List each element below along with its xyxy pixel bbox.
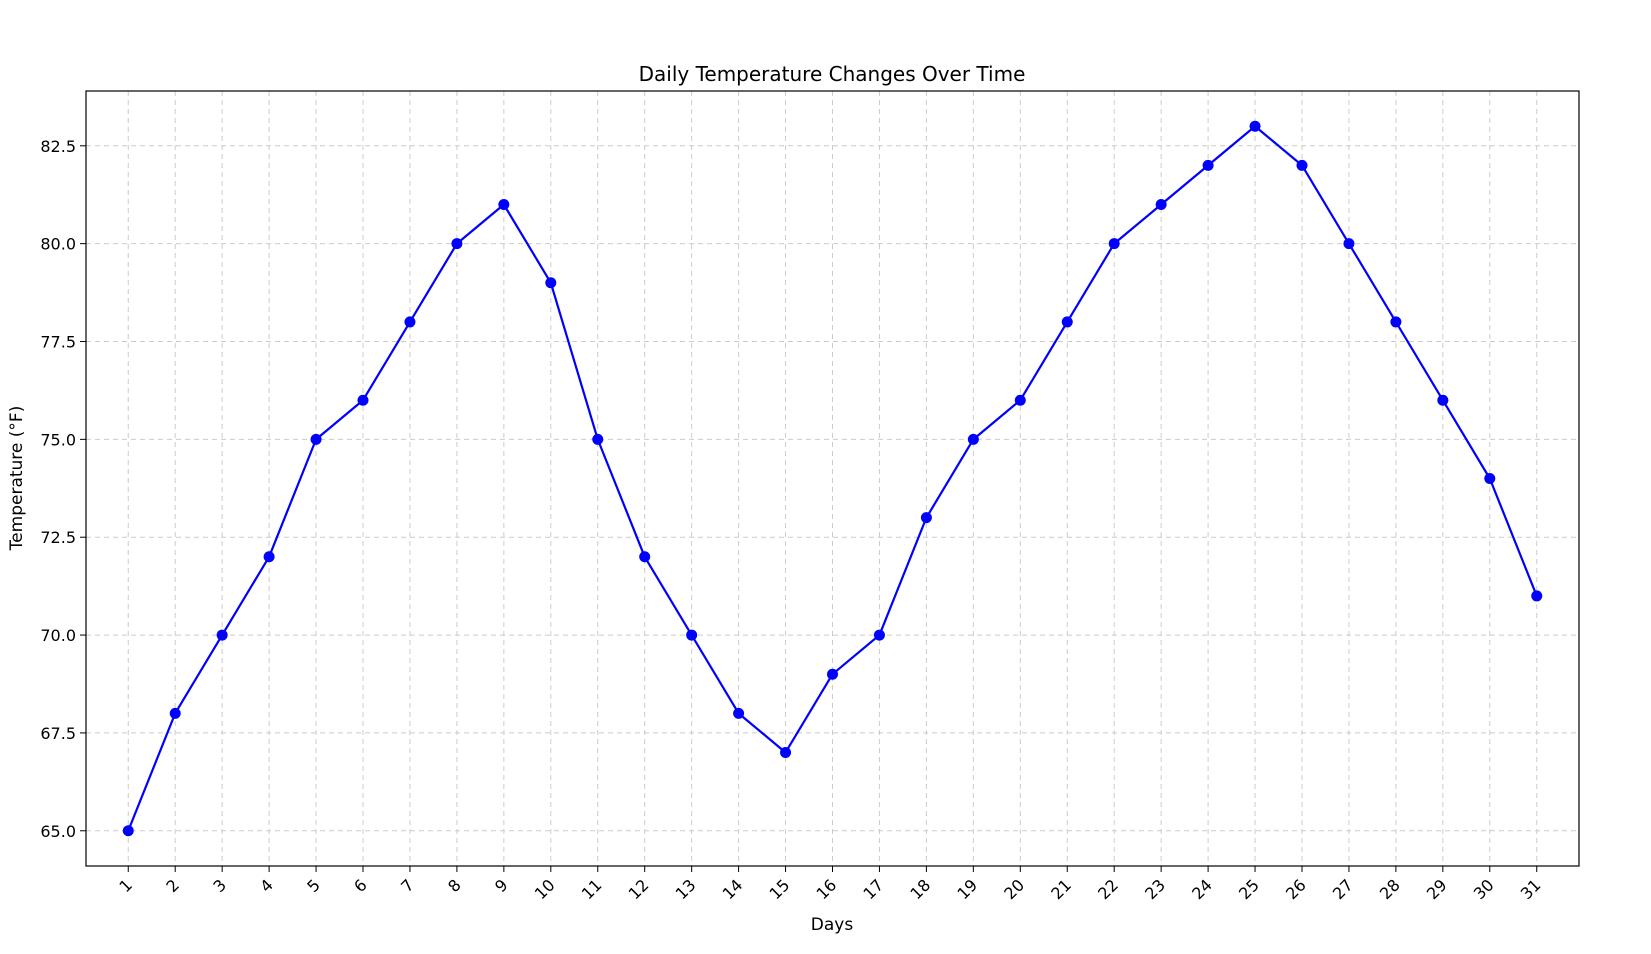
y-axis-label: Temperature (°F) — [7, 406, 27, 552]
data-point — [263, 551, 275, 563]
data-point — [216, 629, 228, 641]
data-point — [1014, 394, 1026, 406]
data-point — [1437, 394, 1449, 406]
data-point — [686, 629, 698, 641]
data-point — [733, 707, 745, 719]
data-point — [1296, 159, 1308, 171]
y-tick-label: 67.5 — [40, 724, 76, 743]
data-point — [592, 433, 604, 445]
data-point — [122, 825, 134, 837]
data-point — [451, 238, 463, 250]
data-point — [967, 433, 979, 445]
data-point — [1155, 199, 1167, 211]
data-point — [169, 707, 181, 719]
data-point — [1202, 159, 1214, 171]
data-point — [920, 512, 932, 524]
data-point — [310, 433, 322, 445]
data-point — [1061, 316, 1073, 328]
data-point — [545, 277, 557, 289]
y-tick-label: 80.0 — [40, 235, 76, 254]
y-tick-label: 75.0 — [40, 430, 76, 449]
data-point — [404, 316, 416, 328]
data-point — [1108, 238, 1120, 250]
data-point — [1484, 473, 1496, 484]
data-point — [873, 629, 885, 641]
data-point — [827, 668, 838, 680]
data-point — [1343, 238, 1355, 250]
data-point — [780, 746, 792, 758]
y-tick-label: 70.0 — [40, 626, 76, 645]
grid — [86, 91, 1579, 866]
y-tick-label: 72.5 — [40, 528, 76, 547]
data-point — [498, 199, 510, 211]
data-point — [1249, 120, 1261, 132]
chart-title: Daily Temperature Changes Over Time — [639, 62, 1026, 86]
y-axis-ticks: 65.0 67.5 70.0 72.5 75.0 77.5 80.0 82.5 — [40, 137, 86, 841]
data-point — [357, 394, 369, 406]
y-tick-label: 65.0 — [40, 822, 76, 841]
data-point — [639, 551, 651, 563]
y-tick-label: 82.5 — [40, 137, 76, 156]
data-point — [1390, 316, 1402, 328]
series-line-layer — [122, 120, 1543, 837]
y-tick-label: 77.5 — [40, 333, 76, 352]
x-axis-label: Days — [811, 915, 854, 935]
data-point — [1531, 590, 1543, 602]
